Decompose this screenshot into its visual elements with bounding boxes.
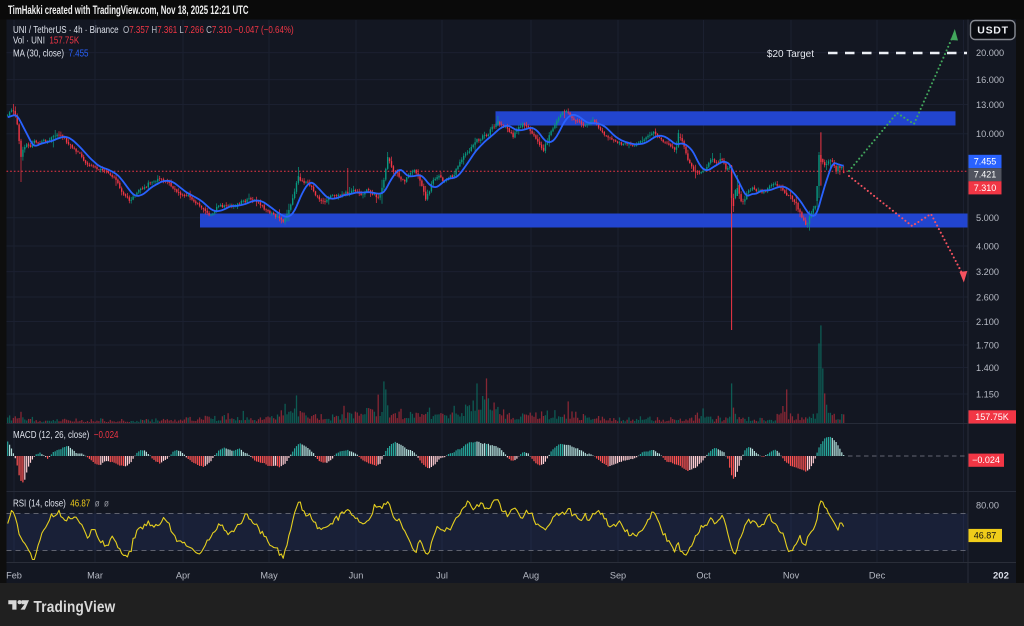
svg-text:80.00: 80.00 [976, 500, 999, 510]
svg-text:2.600: 2.600 [976, 292, 999, 302]
svg-text:10.000: 10.000 [976, 129, 1004, 139]
svg-text:16.000: 16.000 [976, 75, 1004, 85]
svg-text:Dec: Dec [869, 571, 886, 581]
svg-text:13.000: 13.000 [976, 100, 1004, 110]
svg-text:−0.024: −0.024 [972, 455, 1000, 465]
svg-text:20.000: 20.000 [976, 48, 1004, 58]
svg-text:7.421: 7.421 [974, 170, 997, 180]
svg-text:RSI (14, close) 46.87 ø ø: RSI (14, close) 46.87 ø ø [13, 497, 109, 508]
svg-text:157.75K: 157.75K [975, 412, 1009, 422]
svg-text:Jun: Jun [349, 571, 364, 581]
svg-text:TimHakki created with TradingV: TimHakki created with TradingView.com, N… [8, 4, 249, 17]
svg-text:Apr: Apr [176, 571, 190, 581]
svg-text:1.400: 1.400 [976, 363, 999, 373]
svg-text:Aug: Aug [523, 571, 539, 581]
svg-text:Sep: Sep [610, 571, 626, 581]
svg-text:3.200: 3.200 [976, 267, 999, 277]
svg-text:1.700: 1.700 [976, 340, 999, 350]
svg-text:7.455: 7.455 [974, 156, 997, 166]
svg-text:TradingView: TradingView [34, 599, 116, 616]
svg-text:1.150: 1.150 [976, 389, 999, 399]
svg-text:MACD (12, 26, close) −0.024: MACD (12, 26, close) −0.024 [13, 429, 119, 440]
svg-text:Nov: Nov [783, 571, 800, 581]
svg-text:2.100: 2.100 [976, 317, 999, 327]
svg-text:4.000: 4.000 [976, 241, 999, 251]
svg-text:Vol · UNI 157.75K: Vol · UNI 157.75K [13, 35, 79, 46]
svg-text:UNI / TetherUS · 4h · Binance: UNI / TetherUS · 4h · Binance O7.357 H7.… [13, 24, 294, 35]
svg-text:202: 202 [993, 571, 1009, 582]
svg-text:7.310: 7.310 [974, 183, 997, 193]
svg-text:Jul: Jul [436, 571, 448, 581]
svg-text:MA (30, close) 7.455: MA (30, close) 7.455 [13, 47, 89, 58]
svg-text:$20 Target: $20 Target [767, 49, 814, 60]
svg-text:Mar: Mar [87, 571, 103, 581]
svg-text:5.000: 5.000 [976, 213, 999, 223]
svg-text:May: May [260, 571, 278, 581]
svg-text:46.87: 46.87 [974, 531, 997, 541]
svg-text:USDT: USDT [977, 25, 1008, 37]
svg-text:Feb: Feb [6, 571, 22, 581]
svg-text:Oct: Oct [696, 571, 711, 581]
